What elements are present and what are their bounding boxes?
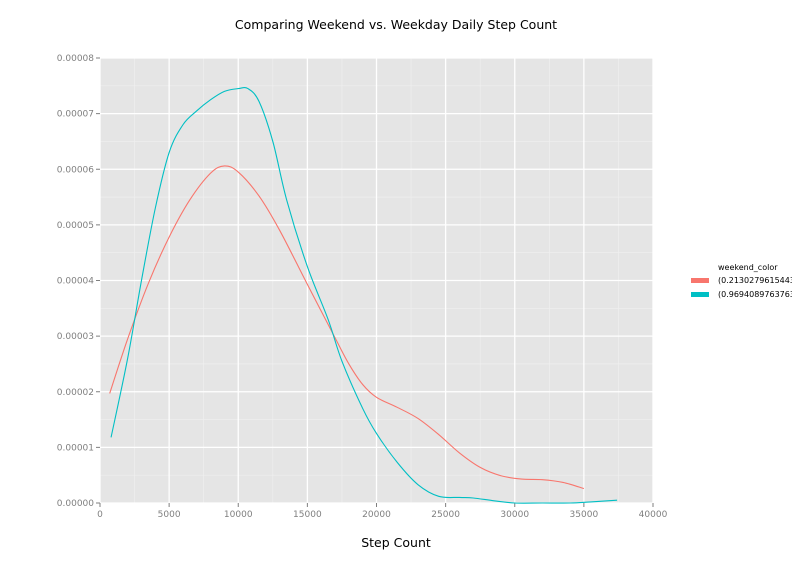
chart-title: Comparing Weekend vs. Weekday Daily Step… (235, 17, 557, 32)
legend-swatch-2 (691, 292, 709, 297)
legend-label-2: (0.9694089763763 (718, 290, 792, 299)
x-tick-label: 40000 (639, 510, 668, 520)
series-line-2 (110, 86, 618, 504)
legend-swatch-1 (691, 278, 709, 283)
legend-title: weekend_color (718, 263, 778, 272)
series-layer (109, 86, 618, 504)
y-tick-label: 0.00007 (57, 110, 94, 120)
x-tick-label: 35000 (570, 510, 599, 520)
y-tick-label: 0.00006 (57, 165, 94, 175)
x-tick-label: 30000 (500, 510, 529, 520)
x-tick-label: 25000 (431, 510, 460, 520)
y-tick-label: 0.00001 (57, 443, 94, 453)
x-tick-label: 5000 (158, 510, 181, 520)
y-tick-label: 0.00002 (57, 388, 94, 398)
legend-label-1: (0.2130279615443 (718, 276, 792, 285)
series-line-1 (109, 165, 585, 490)
x-axis-label: Step Count (361, 535, 431, 550)
legend-items: (0.2130279615443 (0.9694089763763 (691, 276, 792, 299)
x-tick-label: 10000 (224, 510, 253, 520)
x-tick-label: 20000 (362, 510, 391, 520)
y-tick-label: 0.00003 (57, 332, 94, 342)
legend: weekend_color (0.2130279615443 (0.9694089… (691, 263, 792, 299)
y-tick-label: 0.00005 (57, 221, 94, 231)
x-axis: 0 5000 10000 15000 20000 25000 30000 35000 40000 (97, 503, 668, 520)
y-tick-label: 0.00004 (57, 277, 94, 287)
x-tick-label: 0 (97, 510, 103, 520)
y-tick-label: 0.00008 (57, 54, 94, 64)
x-tick-label: 15000 (293, 510, 322, 520)
y-tick-label: 0.00000 (57, 499, 94, 509)
y-axis: 0.00000 0.00001 0.00002 0.00003 0.00004 0.000… (57, 54, 100, 509)
